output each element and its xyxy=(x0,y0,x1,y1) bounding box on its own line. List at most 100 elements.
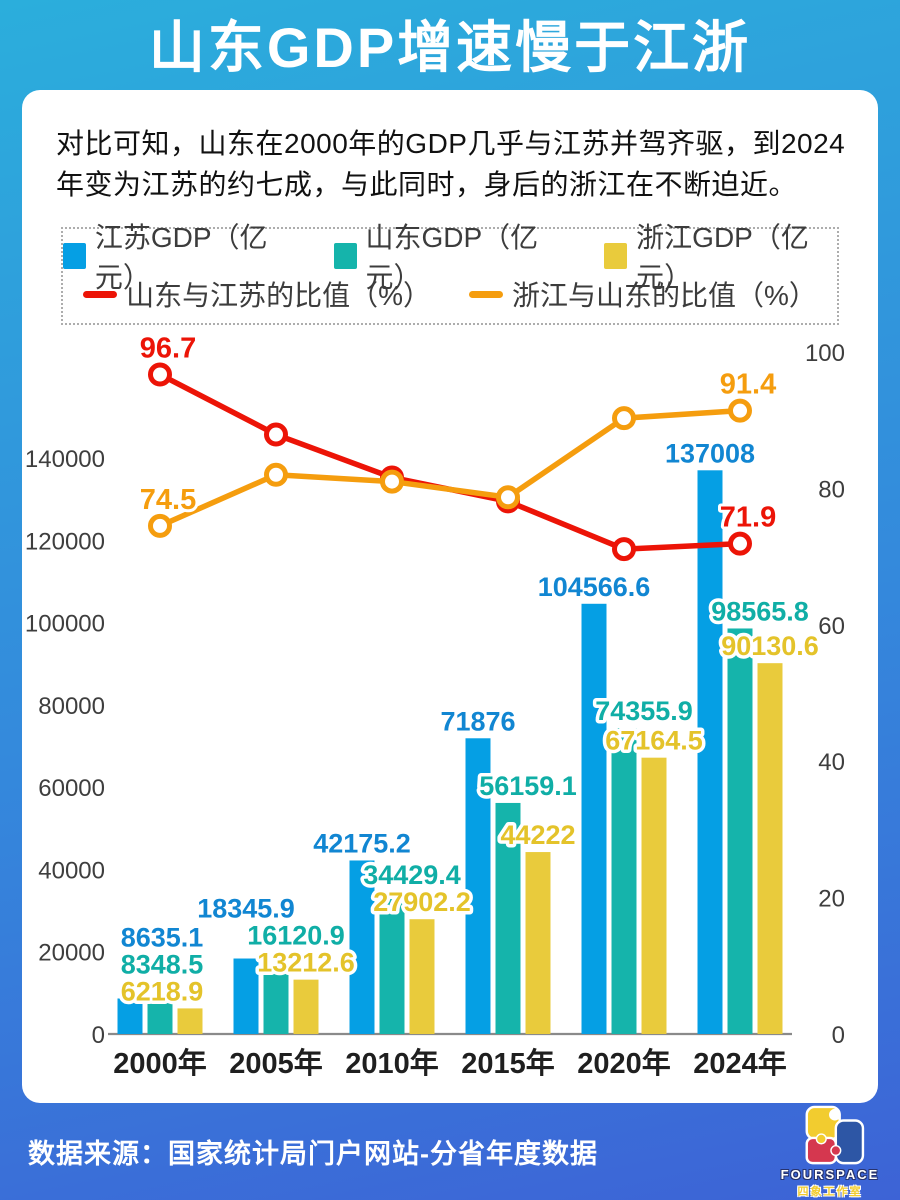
bar-value-label: 6218.9 xyxy=(121,976,204,1006)
ratio-point xyxy=(612,406,636,431)
legend-color-swatch xyxy=(604,243,628,270)
ratio-value-label: 91.4 xyxy=(720,369,776,401)
bar-zhejiang-2020年 xyxy=(641,757,667,1034)
legend-line-swatch xyxy=(83,290,118,298)
ratio-point xyxy=(728,398,752,423)
ratio-line xyxy=(157,371,743,552)
logo-brand-cn-text: 四象工作室 xyxy=(797,1185,863,1198)
legend-color-swatch xyxy=(333,243,357,270)
left-axis-tick: 40000 xyxy=(38,857,105,884)
ratio-point xyxy=(380,469,404,494)
legend-row-bars: 江苏GDP（亿元） 山东GDP（亿元） 浙江GDP（亿元） xyxy=(63,222,837,293)
bar-value-label: 71876 xyxy=(440,706,515,736)
legend-line-swatch xyxy=(469,290,503,298)
bar-value-label: 16120.9 xyxy=(247,921,345,951)
bar-shandong-2015年 xyxy=(495,802,521,1034)
x-axis-label: 2020年 xyxy=(577,1046,671,1080)
bar-value-label: 56159.1 xyxy=(479,771,577,801)
legend-item: 山东GDP（亿元） xyxy=(333,216,567,296)
left-axis-tick: 60000 xyxy=(38,775,105,802)
ratio-point xyxy=(496,489,520,514)
puzzle-elephant-icon xyxy=(805,1105,865,1164)
ratio-point xyxy=(496,485,520,510)
legend-item: 浙江GDP（亿元） xyxy=(604,216,837,296)
bar-zhejiang-2024年 xyxy=(757,663,783,1034)
bar-value-label: 34429.4 xyxy=(363,860,461,890)
bar-zhejiang-2000年 xyxy=(177,1008,203,1034)
bar-value-label: 13212.6 xyxy=(257,948,355,978)
ratio-point xyxy=(264,422,288,447)
bar-zhejiang-2005年 xyxy=(293,979,319,1034)
left-axis-tick: 120000 xyxy=(25,528,105,555)
bar-value-label: 44222 xyxy=(500,820,575,850)
bar-jiangsu-2010年 xyxy=(349,860,375,1034)
logo-brand-text: FOURSPACE xyxy=(780,1166,880,1182)
content-card: 对比可知，山东在2000年的GDP几乎与江苏并驾齐驱，到2024 年变为江苏的约… xyxy=(22,90,878,1103)
bar-value-label: 8348.5 xyxy=(121,949,204,979)
x-axis-label: 2000年 xyxy=(113,1046,207,1080)
legend-label: 江苏GDP（亿元） xyxy=(94,222,268,294)
legend-label: 浙江与山东的比值（%） xyxy=(512,280,817,312)
x-axis-label: 2024年 xyxy=(693,1046,787,1080)
bar-zhejiang-2010年 xyxy=(409,919,435,1034)
bar-value-label: 18345.9 xyxy=(197,894,295,924)
bar-value-label: 67164.5 xyxy=(605,726,703,756)
ratio-point xyxy=(264,462,288,487)
legend-item: 江苏GDP（亿元） xyxy=(63,216,296,296)
legend-color-swatch xyxy=(63,243,86,270)
ratio-value-label: 96.7 xyxy=(140,333,196,365)
x-axis-label: 2010年 xyxy=(345,1046,439,1080)
right-axis-tick: 40 xyxy=(818,749,845,776)
legend-label: 山东GDP（亿元） xyxy=(365,222,539,294)
ratio-value-label: 71.9 xyxy=(720,502,776,534)
legend-label: 浙江GDP（亿元） xyxy=(636,222,809,294)
bar-value-label: 8635.1 xyxy=(121,922,204,952)
right-axis-tick: 80 xyxy=(818,476,845,503)
left-axis-tick: 0 xyxy=(92,1022,105,1049)
right-axis-tick: 0 xyxy=(832,1022,845,1049)
bar-value-label: 27902.2 xyxy=(373,887,471,917)
combo-chart: 0 20000 40000 60000 80000 100000 120000 140000 0… xyxy=(25,330,845,1080)
ratio-value-label: 74.5 xyxy=(140,484,196,516)
right-axis-tick: 100 xyxy=(805,340,845,367)
bar-zhejiang-2015年 xyxy=(525,852,551,1034)
bar-jiangsu-2005年 xyxy=(233,958,259,1034)
bar-value-label: 90130.6 xyxy=(721,631,819,661)
left-axis-tick: 100000 xyxy=(25,611,105,638)
subtitle-text: 对比可知，山东在2000年的GDP几乎与江苏并驾齐驱，到2024 年变为江苏的约… xyxy=(56,128,846,200)
bar-value-label: 42175.2 xyxy=(313,828,411,858)
ratio-point xyxy=(728,531,752,556)
page-title: 山东GDP增速慢于江浙 xyxy=(148,16,752,79)
x-axis-label: 2015年 xyxy=(461,1046,555,1080)
right-axis-tick: 60 xyxy=(818,613,845,640)
bar-jiangsu-2020年 xyxy=(581,603,607,1034)
bar-shandong-2020年 xyxy=(611,728,637,1034)
ratio-point xyxy=(612,537,636,562)
footer: 数据来源：国家统计局门户网站-分省年度数据 FOURSPACE 四象工作室 xyxy=(0,1103,900,1200)
bar-jiangsu-2015年 xyxy=(465,738,491,1034)
legend: 江苏GDP（亿元） 山东GDP（亿元） 浙江GDP（亿元） 山东与江苏的比值（%） 浙… xyxy=(61,222,839,326)
left-axis-tick: 80000 xyxy=(38,693,105,720)
bar-value-label: 104566.6 xyxy=(538,572,651,602)
bar-value-label: 74355.9 xyxy=(595,696,693,726)
bar-shandong-2000年 xyxy=(147,999,173,1034)
legend-item: 山东与江苏的比值（%） xyxy=(83,274,431,314)
left-axis-tick: 140000 xyxy=(25,446,105,473)
bar-shandong-2005年 xyxy=(263,967,289,1034)
data-source-text: 数据来源：国家统计局门户网站-分省年度数据 xyxy=(28,1139,598,1169)
legend-row-ratios: 山东与江苏的比值（%） 浙江与山东的比值（%） xyxy=(63,275,837,313)
bar-value-label: 98565.8 xyxy=(711,596,809,626)
ratio-line xyxy=(157,407,743,529)
left-axis-tick: 20000 xyxy=(38,940,105,967)
ratio-point xyxy=(148,362,172,387)
ratio-point xyxy=(380,465,404,490)
right-axis-tick: 20 xyxy=(818,886,845,913)
x-axis-label: 2005年 xyxy=(229,1046,323,1080)
legend-label: 山东与江苏的比值（%） xyxy=(126,280,431,312)
bar-shandong-2024年 xyxy=(727,628,753,1034)
fourspace-logo: FOURSPACE 四象工作室 xyxy=(774,1105,886,1199)
bar-shandong-2010年 xyxy=(379,892,405,1034)
bar-jiangsu-2000年 xyxy=(117,998,143,1034)
bar-value-label: 137008 xyxy=(665,438,755,468)
